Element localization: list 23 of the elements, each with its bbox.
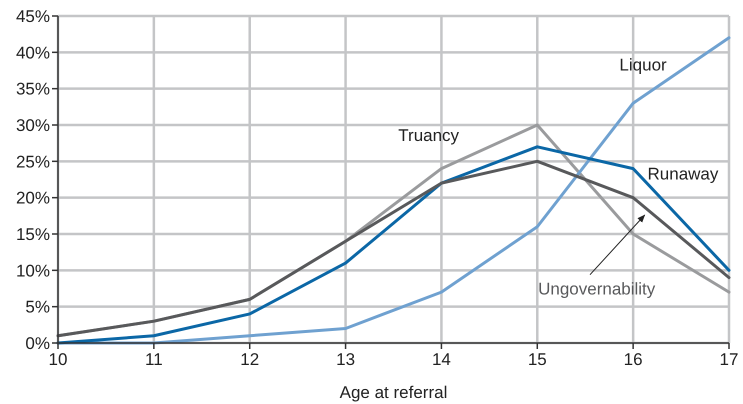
y-tick-label: 0%	[25, 334, 50, 353]
x-tick-label: 15	[528, 350, 547, 369]
y-tick-label: 5%	[25, 298, 50, 317]
y-tick-label: 20%	[16, 188, 50, 208]
x-tick-label: 10	[48, 350, 68, 369]
y-tick-label: 30%	[16, 116, 50, 135]
text: Ungovernability	[538, 279, 656, 298]
x-tick-label: 17	[720, 350, 738, 369]
x-tick-label: 12	[240, 350, 260, 369]
series-label: Runaway	[648, 164, 719, 184]
x-tick-label: 14	[432, 350, 451, 369]
series-label: Truancy	[398, 126, 460, 145]
y-tick-label: 45%	[16, 7, 50, 26]
y-tick-label: 25%	[16, 152, 50, 172]
y-tick-label: 10%	[16, 261, 50, 280]
y-tick-label: 15%	[16, 225, 50, 244]
series-label: Liquor	[619, 56, 668, 74]
x-tick-label: 16	[624, 350, 643, 369]
y-tick-label: 40%	[16, 43, 50, 62]
x-tick-label: 13	[336, 350, 356, 369]
y-tick-label: 35%	[16, 80, 50, 99]
x-axis-title: Age at referral	[340, 383, 448, 402]
x-tick-label: 11	[145, 350, 163, 369]
